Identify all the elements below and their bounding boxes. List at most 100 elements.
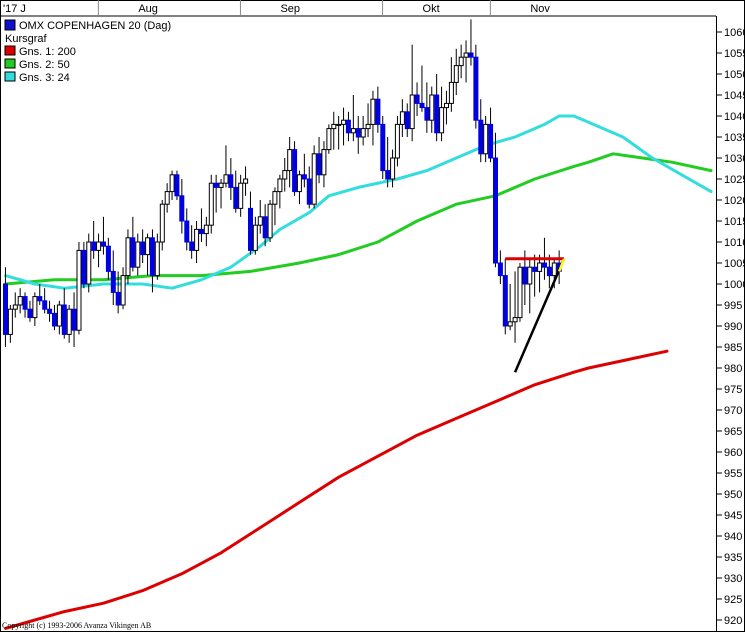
candle-body (76, 249, 82, 331)
candle (125, 229, 131, 284)
copyright-text: Copyright (c) 1993-2006 Avanza Vikingen … (2, 621, 151, 630)
candle-body (174, 174, 180, 197)
candle-body (27, 308, 33, 319)
y-tick-label: 1055 (724, 48, 745, 60)
candle (101, 216, 106, 255)
candle (321, 141, 327, 188)
candle (52, 305, 57, 331)
candle (439, 86, 445, 142)
candle (390, 149, 396, 188)
candle-body (463, 52, 469, 58)
candle (233, 170, 239, 213)
candle-body (532, 266, 538, 272)
candle (130, 216, 136, 272)
legend-title-swatch (4, 19, 16, 31)
candle (306, 166, 312, 209)
legend-swatch-gns1 (4, 45, 16, 56)
candle-body (179, 195, 185, 222)
candle-body (81, 249, 87, 285)
candle-body (140, 241, 146, 256)
y-tick-label: 920 (724, 615, 742, 627)
candle (287, 137, 293, 188)
candle (532, 254, 538, 297)
candle-body (184, 220, 190, 243)
candle (56, 300, 62, 335)
candle-body (542, 262, 547, 268)
y-tick-label: 965 (724, 426, 742, 438)
y-tick-label: 1025 (724, 174, 745, 186)
candle (463, 40, 469, 83)
candle (282, 158, 288, 192)
candle-body (341, 119, 347, 125)
candle (135, 233, 141, 276)
candle-body (473, 56, 479, 121)
candle (42, 288, 48, 314)
candle (345, 111, 351, 142)
candle (267, 200, 273, 242)
candle (331, 111, 337, 150)
candle (493, 132, 498, 268)
candle-body (287, 149, 293, 172)
candle-body (292, 149, 298, 193)
legend-entry-gns1: Gns. 1: 200 (19, 46, 76, 58)
candle (483, 116, 489, 163)
candle (91, 221, 97, 259)
candle (27, 300, 33, 322)
y-axis-ticks: 920 925 930 935 940 945 950 955 960 965 970 975 980 9… (716, 27, 745, 627)
candle-body (91, 241, 97, 251)
y-tick-label: 1030 (724, 153, 745, 165)
candle-body (375, 98, 381, 125)
candle-body (350, 128, 356, 134)
candle-body (345, 119, 351, 134)
month-label: Nov (530, 3, 550, 15)
legend: OMX COPENHAGEN 20 (Dag) Kursgraf Gns. 1:… (4, 19, 171, 84)
candle (399, 99, 405, 137)
candle (444, 90, 449, 125)
candle (350, 95, 356, 142)
candle (198, 208, 204, 242)
candle-body (130, 237, 136, 268)
candle-body (105, 245, 111, 272)
candle-body (493, 157, 498, 264)
candle (179, 179, 185, 234)
y-tick-label: 1005 (724, 258, 745, 270)
candle-body (262, 216, 268, 239)
candle-body (110, 270, 116, 293)
candle (301, 153, 307, 188)
candle (7, 305, 13, 343)
candle-body (223, 174, 229, 184)
candle (375, 86, 381, 133)
candle (238, 174, 244, 217)
candle (223, 145, 229, 188)
candle-body (507, 321, 513, 327)
y-tick-label: 960 (724, 447, 742, 459)
candle (174, 170, 180, 200)
candle-body (52, 312, 57, 327)
candle (32, 292, 38, 326)
candle (502, 258, 508, 335)
y-tick-label: 940 (724, 531, 742, 543)
candle (248, 191, 253, 255)
y-tick-label: 1020 (724, 195, 745, 207)
candle-body (522, 266, 528, 285)
candle-body (502, 275, 508, 327)
candle (203, 216, 209, 247)
candle (507, 284, 513, 331)
candle (262, 204, 268, 247)
candle (149, 229, 155, 293)
candle-body (453, 65, 459, 83)
candle-body (243, 178, 249, 184)
candle-body (527, 266, 533, 285)
candle (497, 250, 503, 284)
candle-body (272, 191, 278, 205)
candle (154, 233, 160, 280)
candle (316, 137, 322, 184)
y-tick-label: 1045 (724, 90, 745, 102)
candle (517, 263, 523, 322)
candle (537, 254, 543, 293)
candle-body (434, 94, 440, 134)
candle-body (71, 308, 77, 331)
annotation-trend-line (513, 258, 566, 373)
y-tick-label: 935 (724, 552, 742, 564)
y-tick-label: 1010 (724, 237, 745, 249)
